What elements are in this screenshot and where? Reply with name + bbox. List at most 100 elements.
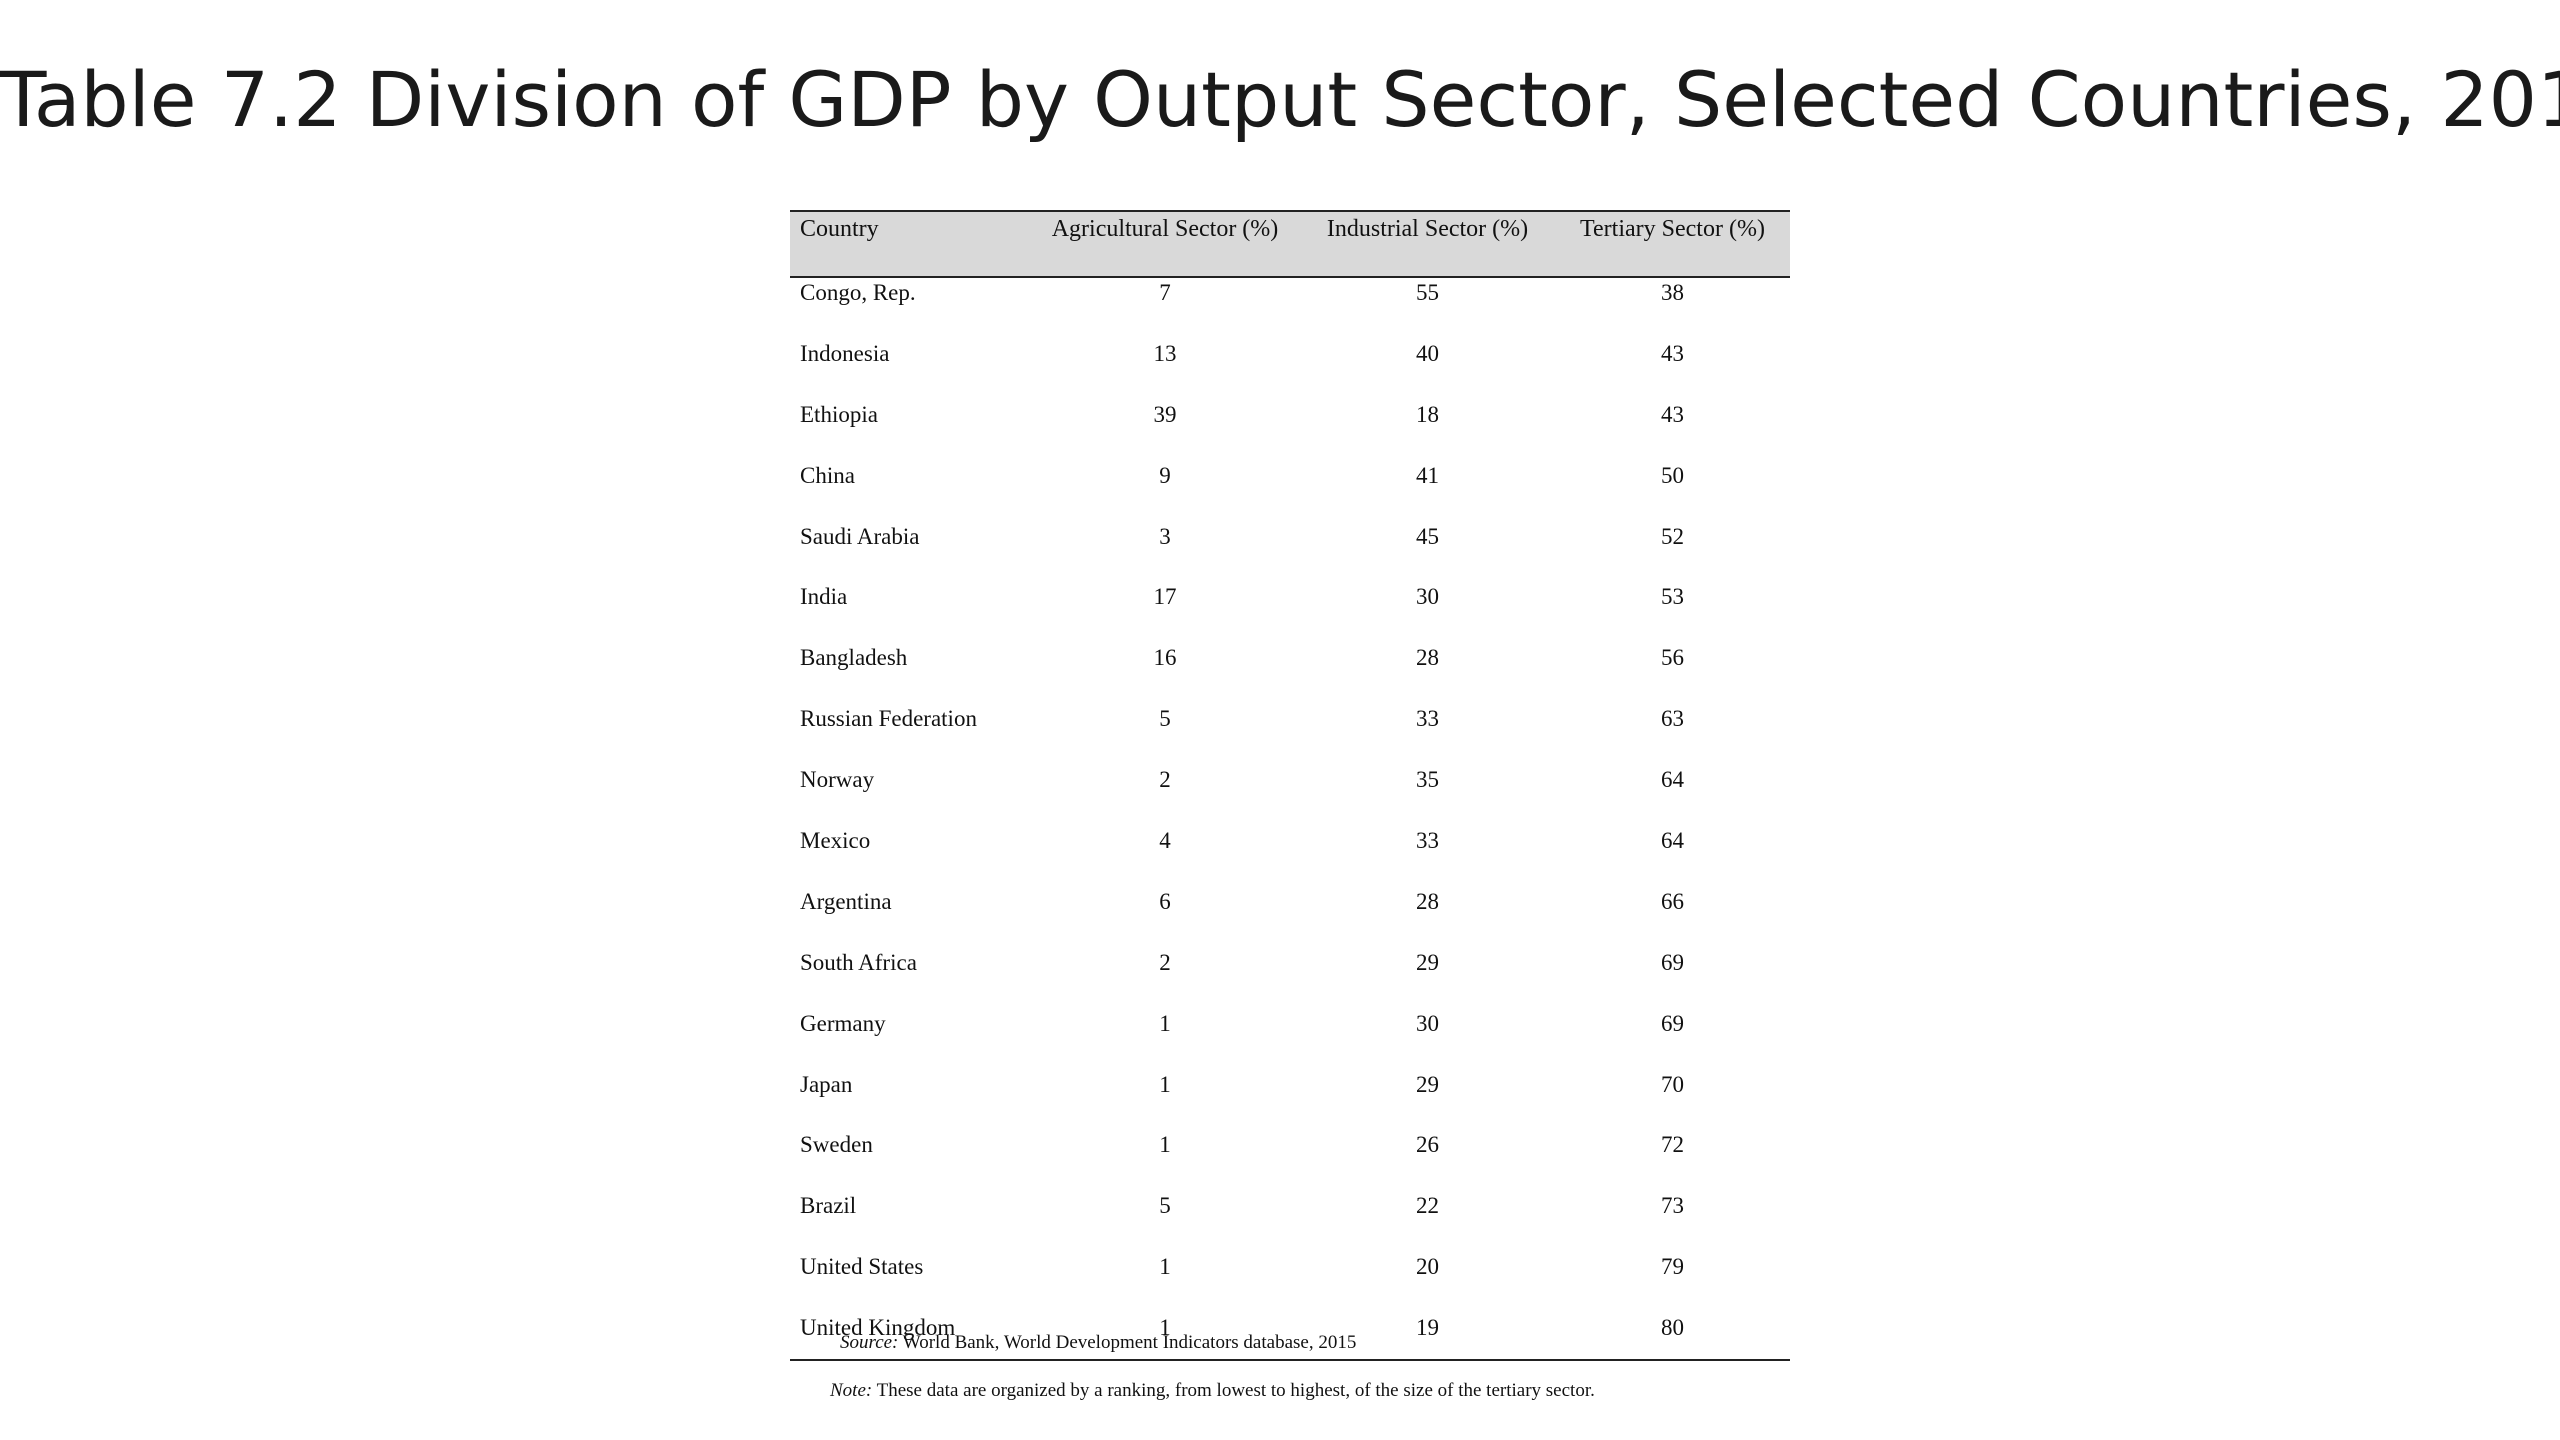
cell-industrial: 33 <box>1416 706 1439 732</box>
cell-industrial: 55 <box>1416 280 1439 305</box>
cell-agricultural: 5 <box>1159 706 1171 732</box>
cell-country-name: United Kingdom <box>790 1313 1030 1362</box>
table-row: Argentina 6 28 66 <box>790 887 1790 948</box>
cell-agricultural: 17 <box>1153 584 1177 610</box>
cell-industrial: 28 <box>1416 888 1439 914</box>
cell-country-name: Japan <box>800 1071 853 1097</box>
table-row: Ethiopia 39 18 43 <box>790 400 1790 461</box>
cell-country-name: Saudi Arabia <box>800 523 920 549</box>
cell-country-name: Russian Federation <box>800 706 977 732</box>
cell-agricultural: 13 <box>1153 340 1177 366</box>
note-label: Note: <box>830 1380 873 1401</box>
cell-country-name: Sweden <box>800 1132 873 1158</box>
header-country: Country <box>790 210 1030 278</box>
cell-tertiary: 80 <box>1555 1313 1790 1362</box>
cell-industrial: 33 <box>1416 828 1439 854</box>
table-row: Germany 1 30 69 <box>790 1009 1790 1070</box>
cell-country-name: United States <box>800 1254 924 1280</box>
note-footnote: Note: These data are organized by a rank… <box>830 1380 1595 1402</box>
table-row: Mexico 4 33 64 <box>790 826 1790 887</box>
source-footnote: Source: World Bank, World Development In… <box>840 1332 1356 1354</box>
cell-agricultural: 7 <box>1159 280 1171 305</box>
cell-country-name: Indonesia <box>800 340 890 366</box>
source-text: World Bank, World Development Indicators… <box>898 1332 1357 1353</box>
cell-tertiary: 64 <box>1661 828 1684 854</box>
cell-tertiary: 43 <box>1661 401 1684 427</box>
cell-agricultural: 1 <box>1159 1132 1171 1158</box>
cell-agricultural: 3 <box>1159 523 1171 549</box>
cell-country-name: Argentina <box>800 888 892 914</box>
cell-country-name: Ethiopia <box>800 401 878 427</box>
cell-tertiary: 69 <box>1661 1010 1684 1036</box>
table-row: Congo, Rep. 7 55 38 <box>790 277 1790 339</box>
cell-tertiary: 64 <box>1661 767 1684 793</box>
cell-tertiary: 50 <box>1661 462 1684 488</box>
cell-agricultural: 16 <box>1153 645 1177 671</box>
table-row: Bangladesh 16 28 56 <box>790 643 1790 704</box>
table-row: Indonesia 13 40 43 <box>790 339 1790 400</box>
cell-agricultural: 1 <box>1159 1254 1171 1280</box>
cell-industrial: 45 <box>1416 523 1439 549</box>
cell-country-name: Bangladesh <box>800 645 908 671</box>
header-tertiary: Tertiary Sector (%) <box>1555 210 1790 278</box>
cell-tertiary: 70 <box>1661 1071 1684 1097</box>
cell-country-name: Brazil <box>800 1193 857 1219</box>
table-body: Congo, Rep. 7 55 38 Indonesia 13 40 43 Ethiopia 3… <box>790 277 1790 1362</box>
cell-agricultural: 9 <box>1159 462 1171 488</box>
cell-industrial: 40 <box>1416 340 1439 366</box>
cell-tertiary: 69 <box>1661 949 1684 975</box>
table-row: United Kingdom 1 19 80 <box>790 1313 1790 1362</box>
cell-industrial: 30 <box>1416 584 1439 610</box>
slide-title: Table 7.2 Division of GDP by Output Sect… <box>0 55 2560 144</box>
table-row: United States 1 20 79 <box>790 1252 1790 1313</box>
cell-agricultural: 5 <box>1159 1193 1171 1219</box>
table-row: Sweden 1 26 72 <box>790 1130 1790 1191</box>
table-row: Brazil 5 22 73 <box>790 1191 1790 1252</box>
cell-industrial: 41 <box>1416 462 1439 488</box>
table-row: China 9 41 50 <box>790 461 1790 522</box>
cell-country-name: Norway <box>800 767 875 793</box>
cell-tertiary: 72 <box>1661 1132 1684 1158</box>
cell-industrial: 35 <box>1416 767 1439 793</box>
cell-industrial: 29 <box>1416 1071 1439 1097</box>
gdp-sector-table: Country Agricultural Sector (%) Industri… <box>790 210 1790 1362</box>
cell-industrial: 19 <box>1300 1313 1555 1362</box>
gdp-table-container: Country Agricultural Sector (%) Industri… <box>790 210 1790 1362</box>
source-label: Source: <box>840 1332 899 1353</box>
cell-tertiary: 52 <box>1661 523 1684 549</box>
cell-country-name: India <box>800 584 848 610</box>
cell-agricultural: 39 <box>1153 401 1177 427</box>
cell-industrial: 29 <box>1416 949 1439 975</box>
cell-agricultural: 4 <box>1159 828 1171 854</box>
table-header-row: Country Agricultural Sector (%) Industri… <box>790 210 1790 278</box>
cell-tertiary: 66 <box>1661 888 1684 914</box>
cell-industrial: 20 <box>1416 1254 1439 1280</box>
cell-industrial: 26 <box>1416 1132 1439 1158</box>
cell-agricultural: 1 <box>1159 1010 1171 1036</box>
note-text: These data are organized by a ranking, f… <box>872 1380 1595 1401</box>
cell-agricultural: 6 <box>1159 888 1171 914</box>
table-row: Japan 1 29 70 <box>790 1070 1790 1131</box>
cell-industrial: 28 <box>1416 645 1439 671</box>
cell-tertiary: 79 <box>1661 1254 1684 1280</box>
table-row: Norway 2 35 64 <box>790 765 1790 826</box>
table-row: South Africa 2 29 69 <box>790 948 1790 1009</box>
cell-country-name: Congo, Rep. <box>800 280 916 305</box>
cell-agricultural: 2 <box>1159 949 1171 975</box>
header-agricultural: Agricultural Sector (%) <box>1030 210 1300 278</box>
cell-tertiary: 43 <box>1661 340 1684 366</box>
table-row: India 17 30 53 <box>790 582 1790 643</box>
cell-industrial: 18 <box>1416 401 1439 427</box>
cell-tertiary: 63 <box>1661 706 1684 732</box>
cell-tertiary: 53 <box>1661 584 1684 610</box>
cell-tertiary: 56 <box>1661 645 1684 671</box>
cell-country-name: Mexico <box>800 828 871 854</box>
cell-tertiary: 73 <box>1661 1193 1684 1219</box>
cell-agricultural: 1 <box>1159 1071 1171 1097</box>
cell-agricultural: 1 <box>1030 1313 1300 1362</box>
table-row: Saudi Arabia 3 45 52 <box>790 522 1790 583</box>
cell-tertiary: 38 <box>1661 280 1684 305</box>
cell-country-name: Germany <box>800 1010 886 1036</box>
header-industrial: Industrial Sector (%) <box>1300 210 1555 278</box>
cell-industrial: 30 <box>1416 1010 1439 1036</box>
